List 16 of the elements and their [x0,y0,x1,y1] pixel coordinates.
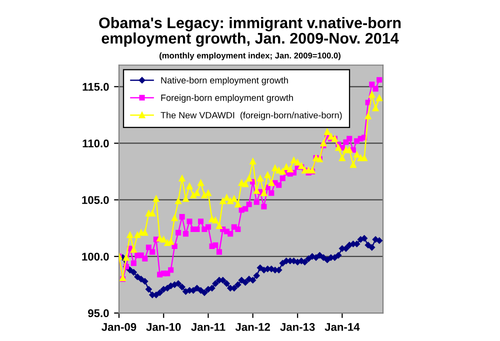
chart-subtitle: (monthly employment index; Jan. 2009=100.0) [160,52,340,60]
legend-label: Foreign-born employment growth [161,94,293,103]
legend-label: The New VDAWDI (foreign-born/native-born) [160,112,342,120]
y-tick-label: 115.0 [82,82,109,91]
x-tick-label: Jan-12 [235,323,270,331]
x-tick-label: Jan-09 [102,323,136,331]
y-tick-label: 95.0 [88,309,109,318]
legend-label: Native-born employment growth [161,76,288,86]
y-tick-label: 100.0 [82,252,109,261]
chart-title: Obama's Legacy: immigrant v.native-born employment growth, Jan. 2009-Nov. 2014 [99,17,401,47]
x-tick-label: Jan-13 [280,323,315,331]
y-tick-label: 110.0 [82,140,109,148]
x-tick-label: Jan-10 [146,323,181,331]
x-tick-label: Jan-11 [191,323,226,331]
y-tick-label: 105.0 [82,196,109,204]
x-tick-label: Jan-14 [324,323,360,331]
